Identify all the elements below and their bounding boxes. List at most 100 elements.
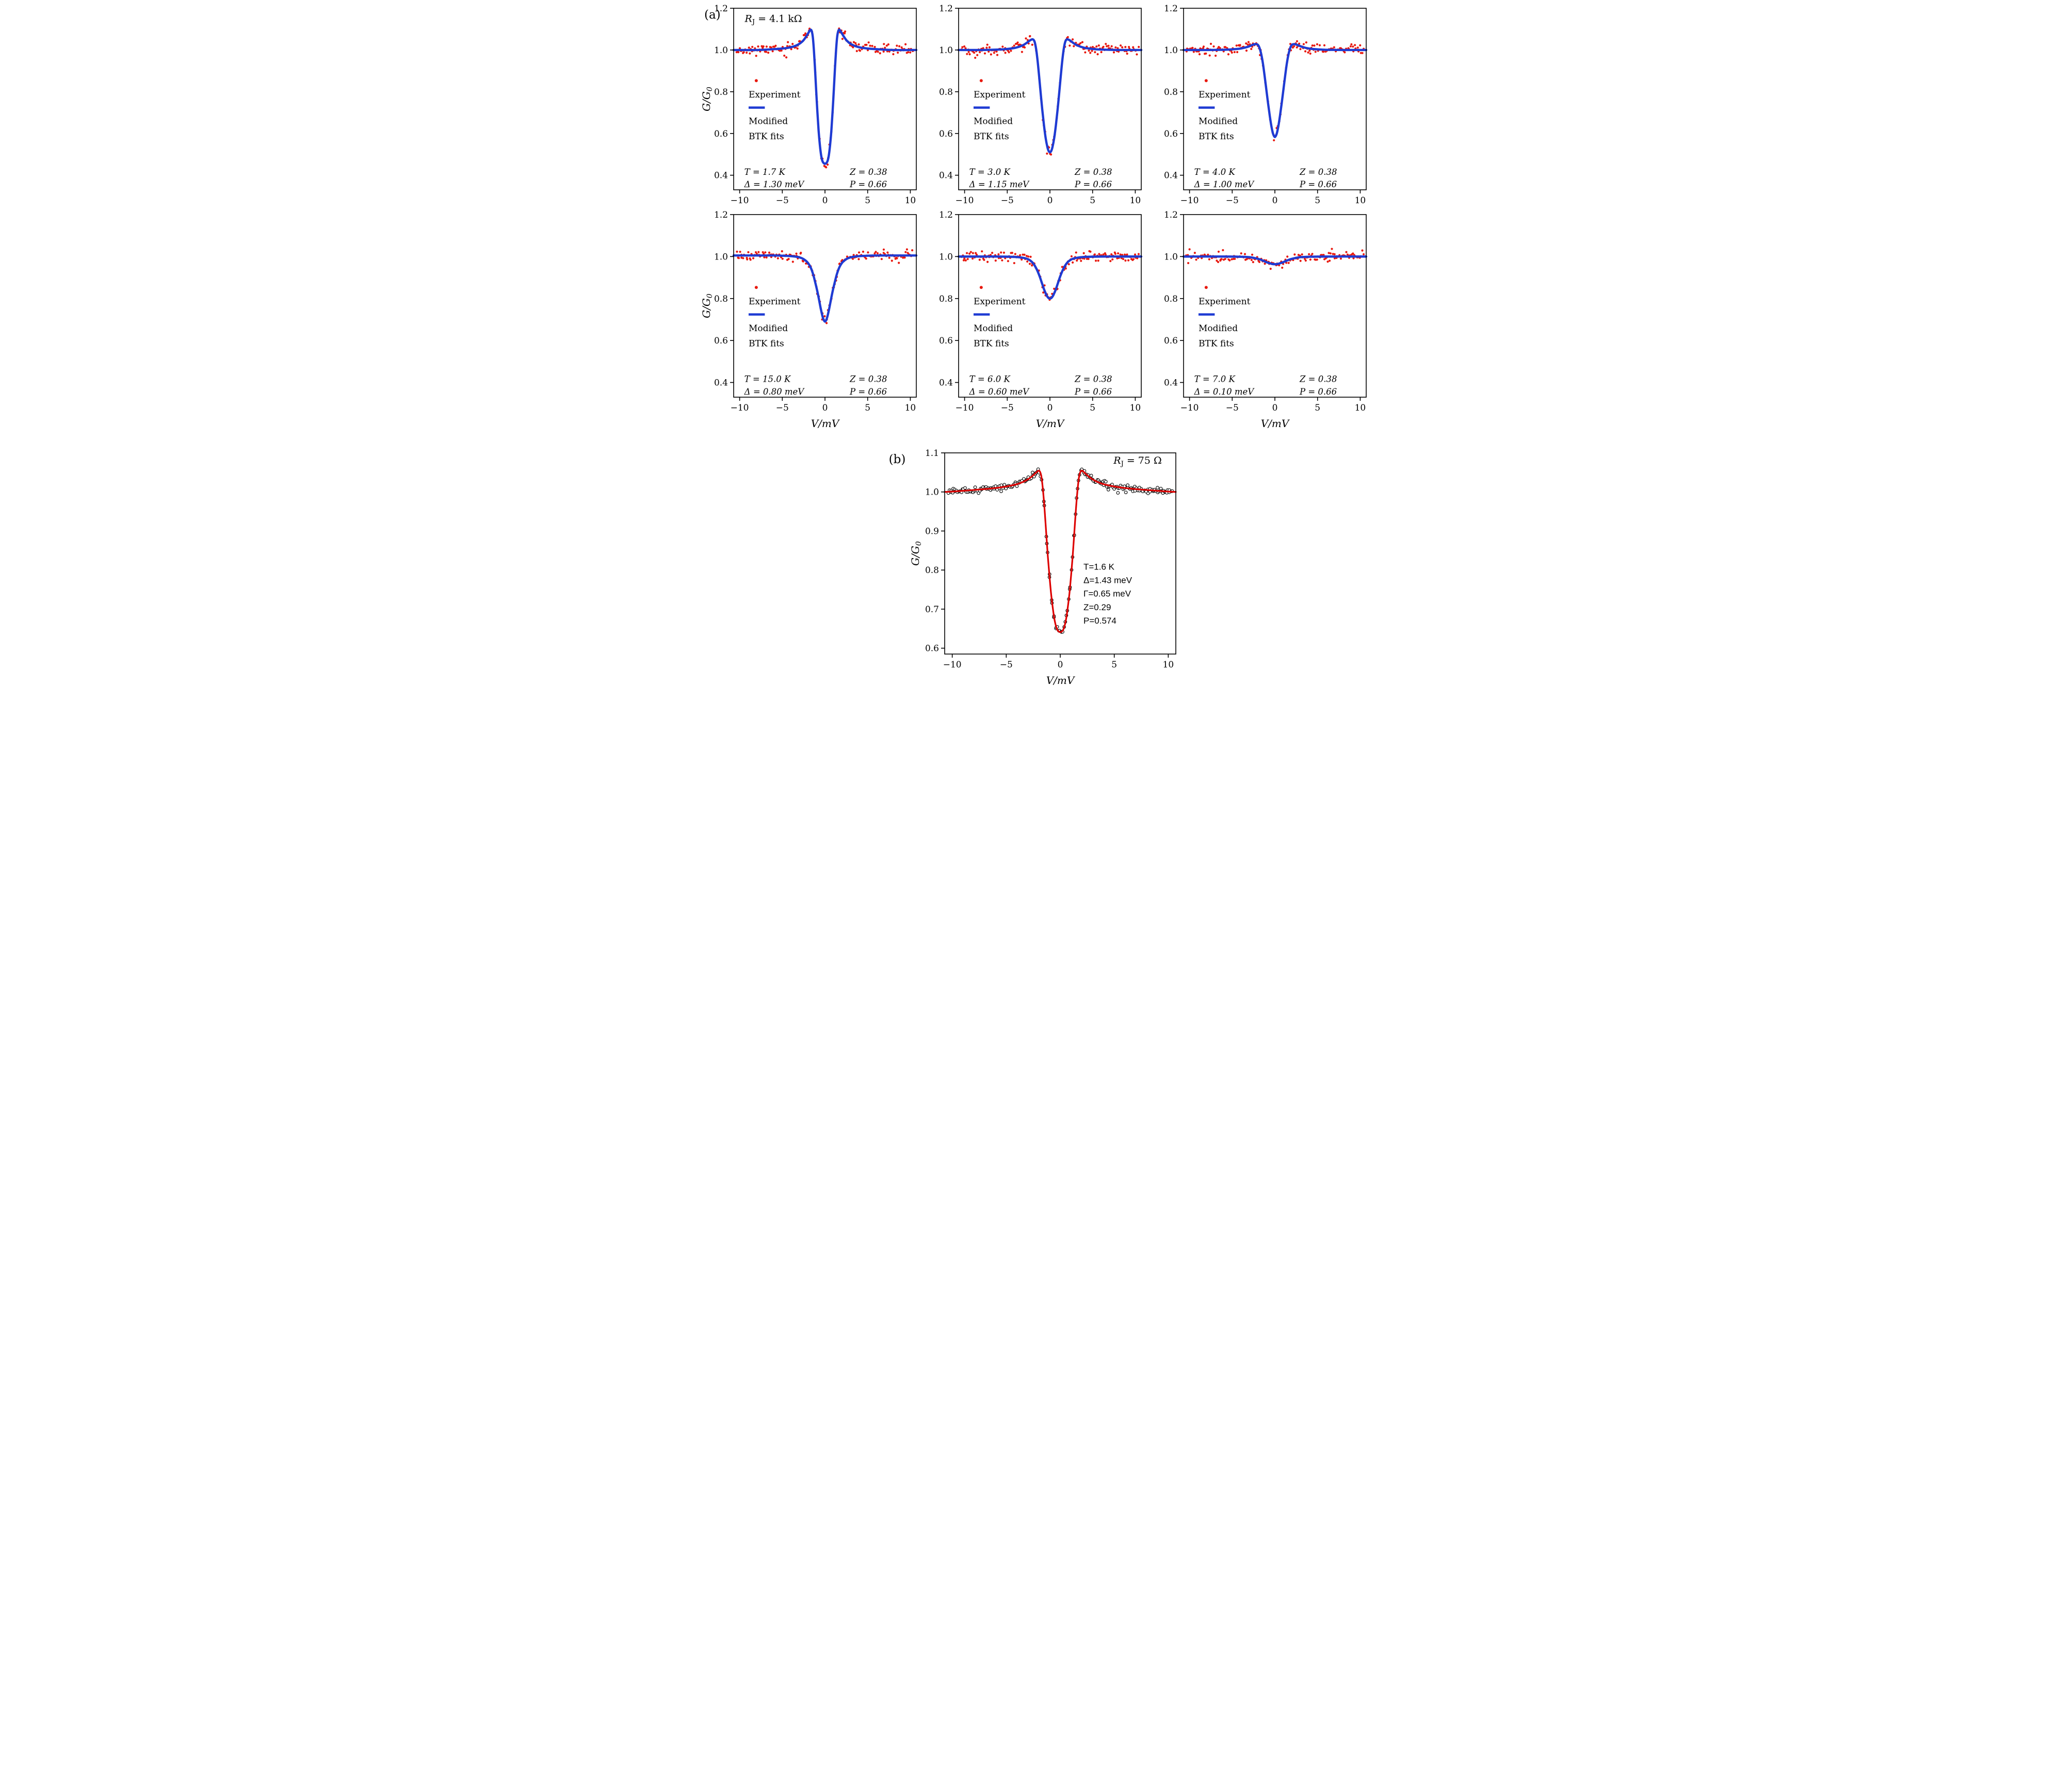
legend-fit-label-2: BTK fits	[974, 339, 1009, 349]
legend-experiment-label: Experiment	[1199, 90, 1251, 100]
y-tick-label: 1.0	[939, 252, 953, 262]
figure-container: (a) −10 −5 0 5 10 0.4 0.6 0.8 1.0 1.2 G/G0 Experime…	[689, 0, 1383, 707]
x-tick-label: −10	[943, 660, 962, 670]
fit-curve-a4	[732, 254, 918, 323]
legend-experiment-marker	[1204, 286, 1208, 289]
legend-experiment-marker	[754, 79, 758, 83]
plot-a6: −10 −5 0 5 10 0.4 0.6 0.8 1.0 1.2 V/mV Experiment Mo…	[1164, 210, 1368, 430]
y-axis-label: G/G0	[700, 87, 714, 111]
legend-experiment-label: Experiment	[974, 297, 1026, 307]
x-tick-label: 10	[1355, 403, 1366, 413]
x-tick-label: 0	[1058, 660, 1063, 670]
x-tick-label: −10	[956, 195, 974, 206]
legend-experiment-marker	[979, 286, 983, 289]
y-axis-label: G/G0	[909, 541, 923, 566]
panel-a-label: (a)	[704, 8, 721, 22]
gap-annotation: Δ = 1.00 meV	[1194, 179, 1255, 189]
y-tick-label: 1.0	[939, 45, 953, 56]
gap-annotation: Δ = 0.10 meV	[1194, 387, 1255, 397]
x-tick-label: −10	[1180, 403, 1199, 413]
scatter-experiment-a6	[1185, 248, 1365, 270]
y-tick-label: 1.0	[925, 487, 939, 498]
y-tick-label: 1.2	[1164, 210, 1178, 220]
legend-fit-label-1: Modified	[1199, 117, 1238, 127]
legend-experiment-marker	[1204, 79, 1208, 83]
x-tick-label: 5	[1112, 660, 1118, 670]
y-tick-label: 0.4	[1164, 378, 1178, 388]
x-axis-label: V/mV	[1261, 417, 1290, 430]
plot-a5: −10 −5 0 5 10 0.4 0.6 0.8 1.0 1.2 V/mV Experiment Mo…	[939, 210, 1143, 430]
y-tick-label: 1.0	[714, 45, 728, 56]
panel-a-row-1: −10 −5 0 5 10 0.4 0.6 0.8 1.0 1.2 G/G0 Experiment Mo…	[689, 3, 1383, 209]
temperature-annotation: T = 1.7 K	[744, 167, 786, 177]
y-tick-label: 0.4	[714, 171, 728, 181]
scatter-experiment-b	[947, 467, 1174, 634]
legend-fit-label-2: BTK fits	[1199, 132, 1234, 142]
axis-frame	[944, 452, 1177, 655]
fit-parameter-0: T=1.6 K	[1083, 562, 1115, 572]
panel-b-label: (b)	[888, 453, 906, 466]
y-tick-label: 1.1	[925, 448, 939, 459]
x-tick-label: 0	[1047, 195, 1053, 206]
y-tick-label: 0.6	[939, 336, 953, 346]
x-tick-label: −5	[1000, 660, 1013, 670]
barrier-annotation: Z = 0.38	[849, 167, 887, 177]
x-tick-label: 5	[1090, 195, 1095, 206]
y-tick-label: 0.4	[939, 378, 953, 388]
polarization-annotation: P = 0.66	[1074, 387, 1112, 397]
y-tick-label: 1.0	[1164, 252, 1178, 262]
gap-annotation: Δ = 0.60 meV	[969, 387, 1030, 397]
x-tick-label: 0	[1272, 195, 1278, 206]
y-tick-label: 0.8	[714, 87, 728, 97]
barrier-annotation: Z = 0.38	[1074, 374, 1112, 384]
y-tick-label: 0.8	[939, 87, 953, 97]
gap-annotation: Δ = 1.30 meV	[744, 179, 805, 189]
plot-a1: −10 −5 0 5 10 0.4 0.6 0.8 1.0 1.2 G/G0 Experiment Mo…	[700, 4, 918, 206]
x-tick-label: 5	[865, 403, 870, 413]
fit-curve-a1	[732, 28, 918, 165]
y-tick-label: 0.8	[1164, 87, 1178, 97]
x-tick-label: 0	[822, 403, 828, 413]
fit-curve-b	[944, 469, 1177, 633]
y-tick-label: 0.6	[714, 129, 728, 139]
y-tick-label: 1.2	[939, 4, 953, 14]
plot-a4: −10 −5 0 5 10 0.4 0.6 0.8 1.0 1.2 V/mV G/G0 Experime…	[700, 210, 918, 430]
plot-b: −10 −5 0 5 10 0.6 0.7 0.8 0.9 1.0 1.1 V/mV G/G0 RJ = …	[909, 448, 1177, 687]
x-tick-label: −5	[1226, 195, 1239, 206]
legend-fit-label-2: BTK fits	[749, 132, 784, 142]
polarization-annotation: P = 0.66	[849, 387, 887, 397]
legend-fit-label-1: Modified	[974, 117, 1013, 127]
y-tick-label: 1.0	[714, 252, 728, 262]
x-tick-label: −10	[731, 195, 749, 206]
fit-parameter-4: P=0.574	[1083, 616, 1116, 626]
barrier-annotation: Z = 0.38	[1299, 374, 1337, 384]
y-tick-label: 0.8	[714, 294, 728, 304]
x-tick-label: 5	[865, 195, 870, 206]
y-tick-label: 0.6	[1164, 336, 1178, 346]
x-tick-label: 0	[822, 195, 828, 206]
y-tick-label: 0.8	[925, 565, 939, 576]
x-tick-label: 0	[1047, 403, 1053, 413]
plot-a3: −10 −5 0 5 10 0.4 0.6 0.8 1.0 1.2 Experiment Modifi…	[1164, 4, 1368, 206]
y-tick-label: 0.6	[939, 129, 953, 139]
panel-b: −10 −5 0 5 10 0.6 0.7 0.8 0.9 1.0 1.1 V/mV G/G0 RJ = …	[909, 448, 1177, 687]
x-tick-label: −5	[776, 403, 789, 413]
polarization-annotation: P = 0.66	[1074, 179, 1112, 189]
x-tick-label: −5	[1226, 403, 1239, 413]
y-tick-label: 0.4	[1164, 171, 1178, 181]
x-tick-label: −10	[956, 403, 974, 413]
polarization-annotation: P = 0.66	[1299, 387, 1337, 397]
resistance-annotation: RJ = 4.1 kΩ	[744, 13, 802, 26]
legend-experiment-label: Experiment	[1199, 297, 1251, 307]
scatter-experiment-a4	[736, 248, 914, 324]
fit-parameter-2: Γ=0.65 meV	[1083, 589, 1131, 599]
legend-experiment-label: Experiment	[749, 297, 801, 307]
y-tick-label: 1.2	[714, 210, 728, 220]
temperature-annotation: T = 4.0 K	[1194, 167, 1236, 177]
y-tick-label: 0.4	[714, 378, 728, 388]
panel-a4: −10 −5 0 5 10 0.4 0.6 0.8 1.0 1.2 V/mV G/G0 Experime…	[700, 210, 918, 430]
x-tick-label: 0	[1272, 403, 1278, 413]
y-tick-label: 1.2	[939, 210, 953, 220]
scatter-experiment-a5	[960, 250, 1140, 301]
temperature-annotation: T = 15.0 K	[744, 374, 791, 384]
